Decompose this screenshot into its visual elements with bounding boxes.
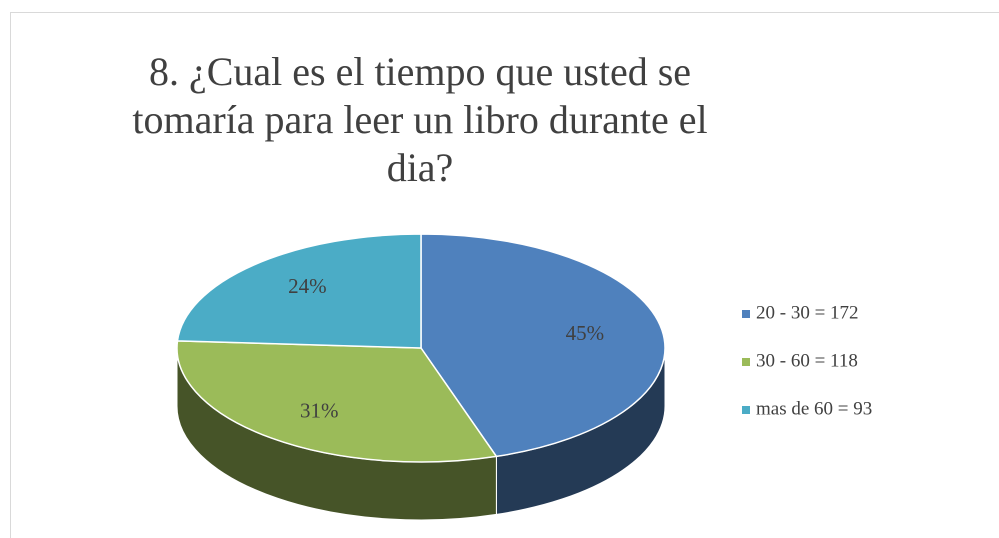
legend-swatch	[742, 406, 750, 414]
chart-frame	[10, 12, 999, 538]
legend-label: 20 - 30 = 172	[756, 302, 859, 323]
slice	[176, 233, 422, 349]
data-label: 31%	[300, 399, 339, 423]
legend-swatch	[742, 358, 750, 366]
slice	[420, 233, 666, 458]
legend-label: mas de 60 = 93	[756, 398, 872, 419]
slice	[176, 340, 498, 463]
legend-label: 30 - 60 = 118	[756, 350, 858, 371]
data-label: 45%	[566, 321, 605, 345]
data-label: 24%	[288, 274, 327, 298]
chart-title: 8. ¿Cual es el tiempo que usted se tomar…	[132, 49, 708, 190]
legend-swatch	[742, 310, 750, 318]
